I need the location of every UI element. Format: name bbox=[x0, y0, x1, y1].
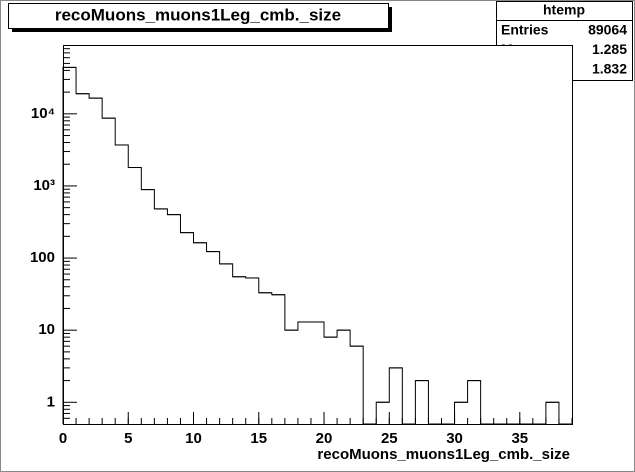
stats-title: htemp bbox=[543, 2, 585, 18]
x-tick-label: 15 bbox=[250, 430, 267, 447]
histogram-outline bbox=[62, 66, 572, 425]
y-tick-label: 1 bbox=[47, 393, 55, 410]
stats-label: Entries bbox=[501, 22, 549, 38]
x-tick-label: 0 bbox=[59, 430, 67, 447]
x-tick-label: 35 bbox=[511, 430, 528, 447]
stats-value: 89064 bbox=[588, 22, 627, 38]
y-tick-label: 10³ bbox=[33, 177, 55, 194]
x-tick-label: 10 bbox=[185, 430, 202, 447]
x-tick-label: 20 bbox=[316, 430, 333, 447]
chart-title: recoMuons_muons1Leg_cmb._size bbox=[55, 5, 341, 24]
title-box bbox=[8, 3, 389, 29]
y-tick-label: 10 bbox=[38, 321, 55, 338]
x-tick-label: 25 bbox=[381, 430, 398, 447]
x-axis-label: recoMuons_muons1Leg_cmb._size bbox=[317, 446, 570, 463]
x-tick-label: 5 bbox=[124, 430, 132, 447]
stats-value: 1.285 bbox=[592, 41, 627, 57]
y-tick-label: 10⁴ bbox=[31, 105, 55, 122]
x-tick-label: 30 bbox=[446, 430, 463, 447]
stats-value: 1.832 bbox=[592, 61, 627, 77]
plot-frame bbox=[63, 45, 573, 425]
y-tick-label: 100 bbox=[30, 249, 55, 266]
